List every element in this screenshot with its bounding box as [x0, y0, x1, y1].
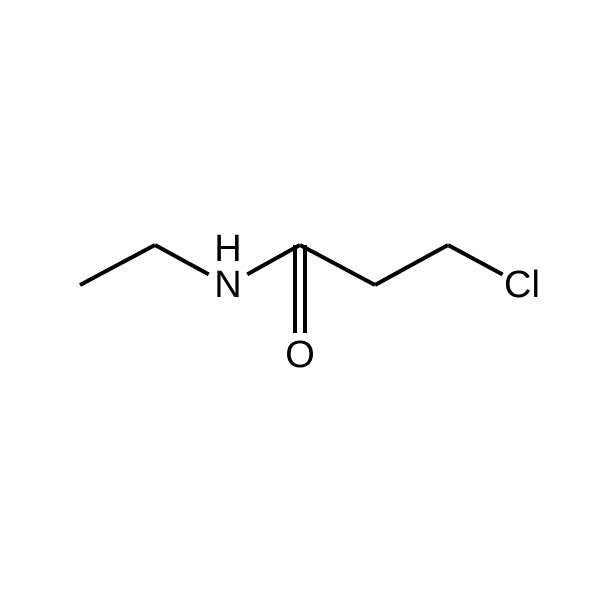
atom-Cl: Cl [504, 264, 540, 306]
bond [300, 245, 375, 285]
bond [375, 245, 448, 285]
atoms-layer: NH O Cl [214, 228, 540, 376]
atom-O: O [285, 334, 315, 376]
bonds-layer [80, 245, 503, 333]
bond [448, 245, 503, 275]
atom-N: N [214, 264, 241, 306]
bond [155, 245, 209, 274]
bond [80, 245, 155, 285]
bond [247, 245, 300, 274]
molecule-diagram: NH O Cl [0, 0, 600, 600]
atom-N-H: H [214, 228, 241, 270]
